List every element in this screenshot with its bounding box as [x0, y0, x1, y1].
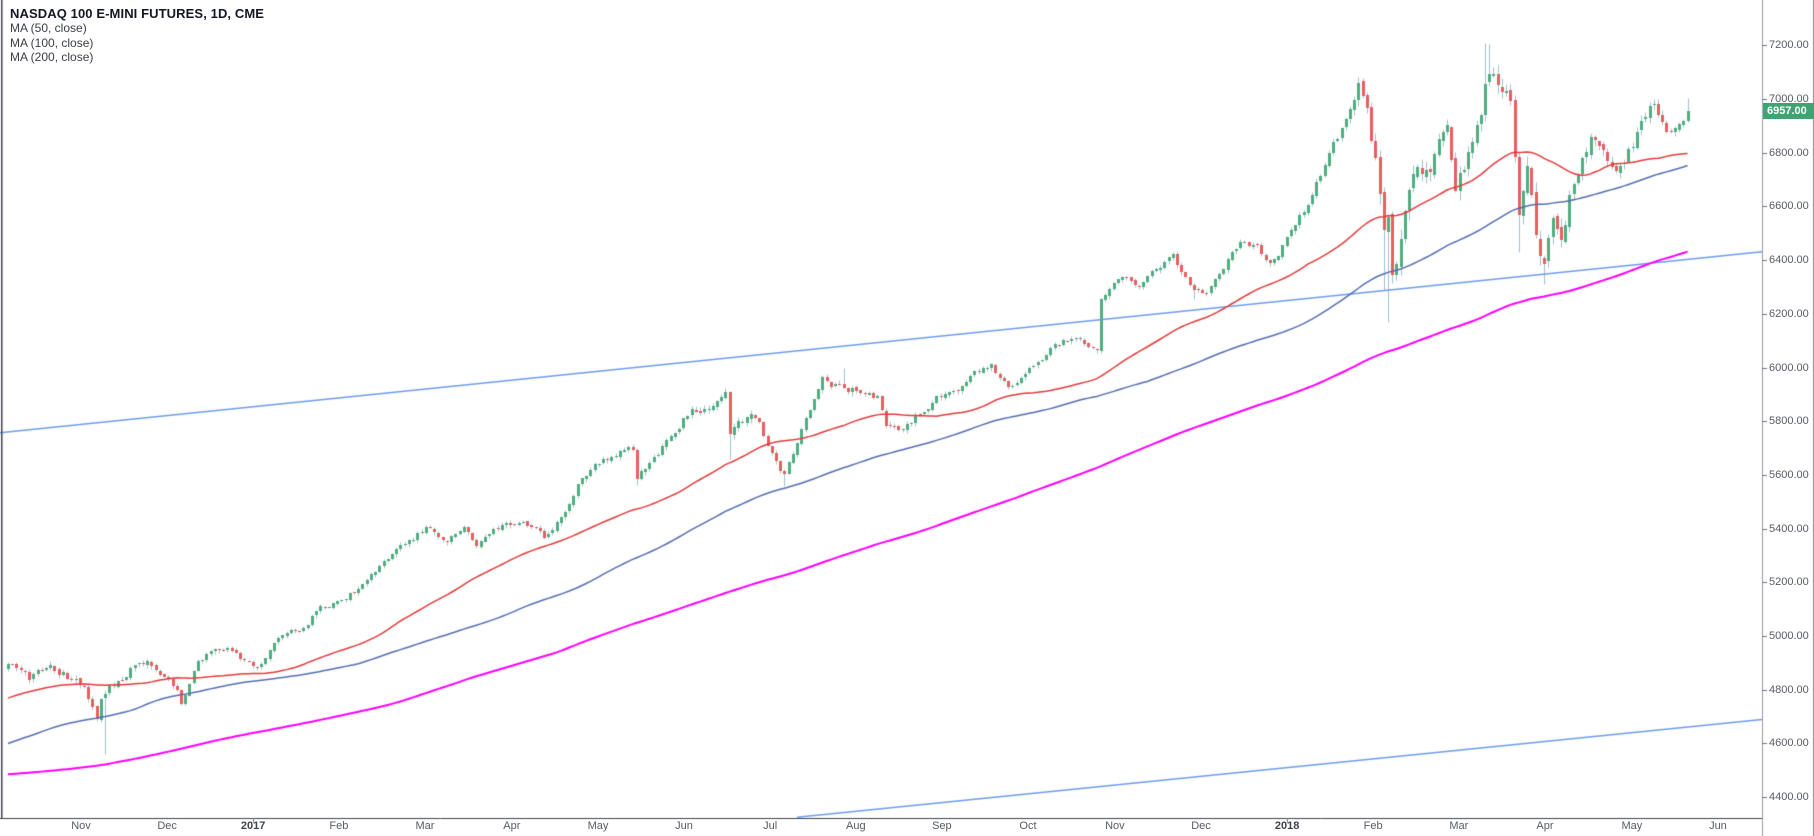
time-axis-label: Jun: [675, 820, 693, 832]
time-axis-label: Oct: [1019, 820, 1037, 832]
price-axis-label: 5200.00: [1769, 576, 1809, 589]
time-axis-label: 2018: [1274, 820, 1300, 832]
price-axis-label: 4800.00: [1769, 683, 1809, 696]
time-axis-label: Dec: [157, 820, 177, 832]
time-axis-label: Feb: [1363, 820, 1383, 832]
price-axis-label: 5600.00: [1769, 468, 1809, 481]
price-axis-label: 6200.00: [1769, 307, 1809, 320]
time-axis-label: Nov: [1105, 820, 1125, 832]
price-axis-label: 6000.00: [1769, 361, 1809, 374]
last-price-value: 6957.00: [1767, 104, 1807, 117]
time-axis-label: Aug: [846, 820, 866, 832]
ma-100-legend-label[interactable]: MA (100, close): [10, 35, 94, 50]
time-axis-label: Jun: [1709, 820, 1727, 832]
time-axis-label: May: [1621, 820, 1643, 832]
time-axis-label: 2017: [240, 820, 266, 832]
time-axis-label: Nov: [71, 820, 91, 832]
time-axis-label: Jul: [763, 820, 778, 832]
price-axis-label: 6600.00: [1769, 200, 1809, 213]
ma-50-legend-label[interactable]: MA (50, close): [10, 21, 87, 35]
price-axis-label: 6400.00: [1769, 254, 1809, 267]
time-axis-label: Sep: [932, 820, 952, 832]
price-axis-label: 6800.00: [1769, 146, 1809, 159]
time-axis-label: Apr: [1536, 820, 1554, 832]
time-axis-label: Apr: [503, 820, 521, 832]
price-axis-label: 4400.00: [1769, 791, 1809, 804]
time-axis-label: Mar: [1449, 820, 1469, 832]
price-axis-label: 5000.00: [1769, 630, 1809, 642]
last-price-tag: 6957.00: [1763, 102, 1814, 119]
time-axis-label: May: [587, 820, 609, 832]
time-axis-label: Feb: [329, 820, 349, 832]
price-axis-label: 7000.00: [1769, 93, 1809, 105]
price-axis-label: 5800.00: [1769, 415, 1809, 428]
price-axis-label: 4600.00: [1769, 737, 1809, 750]
time-axis-label: Dec: [1191, 820, 1211, 832]
price-axis-label: 5400.00: [1769, 522, 1809, 535]
price-axis-label: 7200.00: [1769, 39, 1809, 52]
chart-legend: NASDAQ 100 E-MINI FUTURES, 1D, CME MA (5…: [10, 6, 264, 65]
symbol-title[interactable]: NASDAQ 100 E-MINI FUTURES, 1D, CME: [10, 6, 265, 21]
time-axis-label: Mar: [415, 820, 435, 832]
ma-200-legend-label[interactable]: MA (200, close): [10, 50, 94, 64]
